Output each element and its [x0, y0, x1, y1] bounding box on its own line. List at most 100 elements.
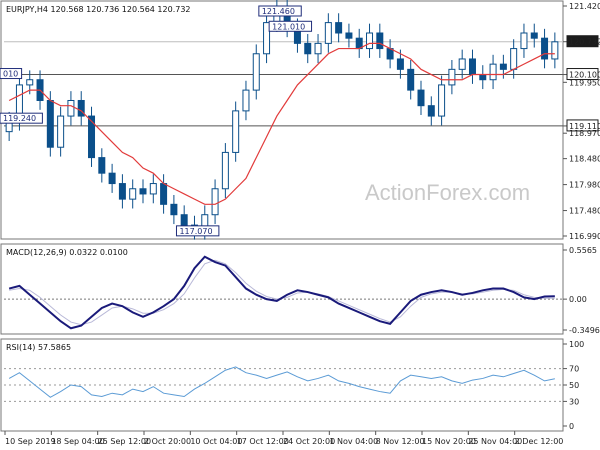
annotation-tag: [258, 5, 302, 17]
candle-body: [221, 151, 229, 190]
macd-tick-label: -0.3496: [569, 326, 600, 335]
rsi-line-path: [8, 366, 555, 398]
candle-body: [530, 32, 538, 39]
price-tick-label: 119.110: [569, 122, 600, 131]
annotation-tag: [268, 20, 313, 32]
rsi-line: [8, 366, 555, 398]
candle-body: [129, 188, 137, 200]
annotation-label: 121.010: [272, 22, 305, 31]
candle-body: [345, 32, 353, 39]
candle-body: [396, 58, 404, 70]
macd-pane-title: MACD(12,26,9) 0.0322 0.0100: [6, 248, 128, 257]
candle-body: [242, 89, 250, 112]
candle-body: [366, 32, 374, 50]
candle-body: [67, 99, 75, 117]
annotation-tag: [175, 225, 220, 237]
price-tick-label: 116.990: [569, 232, 600, 241]
moving-average-line: [8, 42, 555, 205]
current-price-tag: [566, 35, 599, 48]
candle-body: [170, 203, 178, 216]
price-tick-label: 120.732: [569, 38, 600, 47]
candle-body: [252, 53, 260, 91]
candle-body: [407, 68, 415, 91]
candle-body: [335, 22, 343, 34]
price-tick-label: 119.950: [569, 78, 600, 87]
macd-y-axis: 0.5565 0.00 -0.3496: [563, 246, 600, 335]
price-tick-label: 117.480: [569, 207, 600, 216]
time-tick-label: 15 Nov 20:00: [422, 437, 476, 446]
time-tick-label: 8 Nov 12:00: [376, 437, 425, 446]
annotation-label: 010: [3, 70, 18, 79]
time-tick-label: 25 Nov 04:00: [468, 437, 522, 446]
candle-body: [468, 58, 476, 76]
candle-body: [180, 214, 188, 226]
rsi-tick-label: 0: [569, 422, 574, 431]
rsi-gridlines: [4, 368, 563, 402]
time-tick-label: 1 Nov 04:00: [329, 437, 378, 446]
candle-body: [139, 188, 147, 195]
candle-body: [541, 37, 549, 60]
candle-body: [211, 188, 219, 216]
candle-body: [46, 99, 54, 148]
candle-body: [108, 172, 116, 185]
candle-body: [438, 84, 446, 117]
annotation-tag: [0, 68, 23, 80]
candle-body: [160, 183, 168, 205]
macd-tick-label: 0.5565: [569, 246, 597, 255]
candle-body: [26, 79, 34, 86]
price-tick-label: 118.970: [569, 129, 600, 138]
candle-body: [118, 183, 126, 200]
time-tick-label: 10 Sep 2019: [5, 437, 56, 446]
rsi-y-axis: 100 70 50 30 0: [563, 340, 584, 431]
time-tick-label: 18 Sep 04:00: [51, 437, 104, 446]
candle-body: [324, 22, 332, 44]
price-level-lines: [4, 41, 563, 127]
candle-body: [520, 32, 528, 50]
time-tick-label: 17 Oct 12:00: [237, 437, 289, 446]
candle-body: [232, 110, 240, 153]
candle-body: [77, 99, 85, 117]
rsi-tick-label: 30: [569, 397, 579, 406]
annotation-label: 121.460: [262, 7, 295, 16]
watermark: ActionForex.com: [365, 180, 530, 205]
candle-body: [263, 22, 271, 55]
time-tick-label: 2 Oct 20:00: [144, 437, 191, 446]
candle-body: [448, 68, 456, 86]
candle-body: [427, 105, 435, 117]
time-tick-label: 2 Dec 12:00: [515, 437, 564, 446]
price-tick-label: 121.420: [569, 2, 600, 11]
candle-body: [417, 89, 425, 107]
rsi-tick-label: 100: [569, 340, 584, 349]
candle-body: [98, 157, 106, 174]
price-tick-label: 118.480: [569, 155, 600, 164]
price-tick-label: 117.980: [569, 181, 600, 190]
candle-body: [551, 41, 559, 60]
annotation-tag: [0, 112, 43, 124]
candle-body: [510, 48, 518, 70]
candle-body: [489, 63, 497, 81]
candle-body: [304, 42, 312, 55]
price-moving-average: [8, 42, 555, 205]
macd-pane-frame: [0, 243, 564, 335]
price-candles: [5, 0, 559, 240]
candle-body: [376, 32, 384, 50]
candle-body: [88, 115, 96, 159]
rsi-tick-label: 50: [569, 381, 579, 390]
price-tick-label: 120.100: [569, 71, 600, 80]
annotation-label: 117.070: [179, 227, 212, 236]
price-pane-title: EURJPY,H4 120.568 120.736 120.564 120.73…: [6, 5, 191, 14]
price-annotations: 121.460 121.010 119.240 117.070 010: [0, 5, 313, 237]
candle-body: [149, 183, 157, 195]
time-tick-label: 10 Oct 04:00: [190, 437, 242, 446]
annotation-label: 119.240: [3, 114, 36, 123]
rsi-tick-label: 70: [569, 365, 579, 374]
candle-body: [458, 58, 466, 70]
time-tick-label: 24 Oct 20:00: [283, 437, 335, 446]
candle-body: [314, 42, 322, 55]
macd-tick-label: 0.00: [569, 295, 587, 304]
candle-body: [479, 74, 487, 81]
